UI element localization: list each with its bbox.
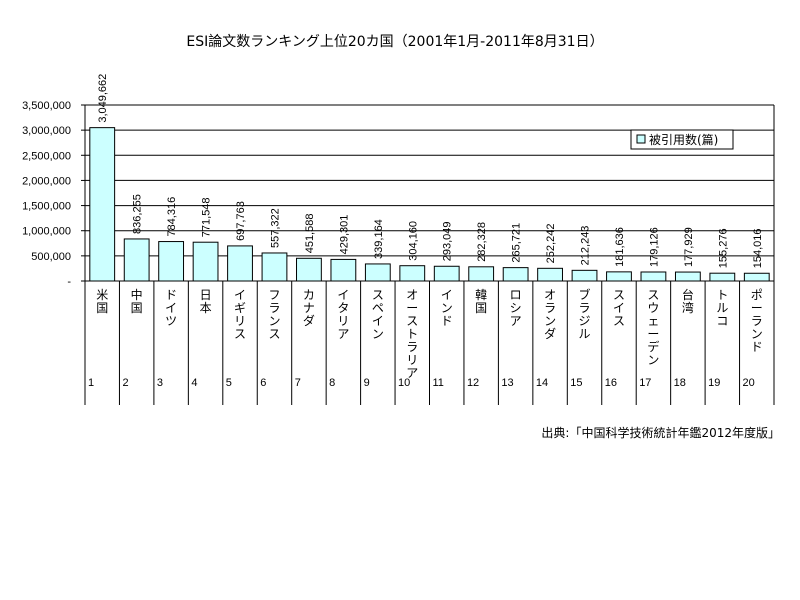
rank-label: 4 [191, 377, 197, 389]
bar [468, 266, 495, 282]
chart-title: ESI論文数ランキング上位20カ国（2001年1月-2011年8月31日） [186, 34, 603, 50]
category-label: スペイン [372, 288, 384, 341]
data-label: 557,322 [269, 208, 281, 248]
rank-label: 20 [743, 377, 755, 389]
y-tick-label: 3,500,000 [22, 100, 71, 112]
bar [261, 252, 288, 282]
data-label: 155,276 [717, 228, 729, 268]
data-label: 177,929 [683, 227, 695, 267]
data-label: 265,721 [511, 223, 523, 263]
data-label: 179,126 [648, 227, 660, 267]
legend-box [630, 129, 734, 150]
rank-label: 18 [674, 377, 686, 389]
y-tick-label: 1,000,000 [22, 226, 71, 238]
bar [674, 271, 701, 282]
bar [537, 267, 563, 282]
category-label: カナダ [303, 288, 315, 328]
legend-entry: 被引用数(篇) [649, 132, 718, 147]
rank-label: 10 [398, 377, 410, 389]
category-label: オーストラリア [406, 288, 418, 380]
bar [399, 265, 426, 282]
rank-label: 12 [467, 377, 479, 389]
bar [123, 238, 150, 282]
data-label: 304,160 [407, 221, 419, 261]
data-label: 429,301 [338, 215, 350, 255]
bar [89, 127, 116, 282]
category-label: スイス [613, 288, 625, 328]
rank-label: 15 [570, 377, 582, 389]
category-label: イギリス [234, 288, 246, 341]
category-label: 台湾 [682, 287, 694, 315]
y-tick-label: 500,000 [31, 251, 71, 263]
bar [743, 272, 770, 282]
data-label: 252,242 [545, 224, 557, 264]
rank-label: 19 [708, 377, 720, 389]
y-tick-label: 2,500,000 [22, 150, 71, 162]
data-label: 697,763 [235, 201, 247, 241]
source-note: 出典:「中国科学技術統計年鑑2012年度版」 [541, 425, 780, 440]
bar-layer [89, 127, 770, 282]
category-label: インド [441, 288, 453, 328]
rank-label: 1 [88, 377, 94, 389]
data-label: 339,164 [373, 219, 385, 259]
category-label: オランダ [544, 288, 556, 341]
bar [192, 241, 219, 282]
category-label: イタリア [337, 288, 349, 341]
bar [158, 241, 185, 282]
data-label: 836,255 [132, 194, 144, 234]
category-label: 韓国 [475, 288, 487, 315]
label-layer: 3,049,662 米国 1 836,255 中国 2 784,316 ドイツ 3 771,548… [88, 74, 764, 389]
category-label: トルコ [716, 288, 728, 328]
rank-label: 5 [226, 377, 232, 389]
bar [502, 267, 529, 282]
y-tick-label: 3,000,000 [22, 125, 71, 137]
y-tick-label: 2,000,000 [22, 175, 71, 187]
rank-label: 16 [605, 377, 617, 389]
category-label: スウェーデン [647, 288, 659, 367]
category-label: ロシア [510, 288, 522, 328]
category-label: 米国 [96, 288, 108, 315]
bar [606, 271, 632, 282]
data-label: 771,548 [201, 197, 213, 237]
bar [571, 269, 598, 282]
bar [227, 245, 253, 282]
category-label: ブラジル [579, 287, 591, 341]
rank-label: 3 [157, 377, 163, 389]
rank-label: 9 [364, 377, 370, 389]
data-label: 181,636 [614, 227, 626, 267]
y-tick-label: 1,500,000 [22, 201, 71, 213]
data-label: 293,049 [442, 221, 454, 261]
data-label: 3,049,662 [97, 74, 109, 123]
axis-layer: - 500,000 1,000,000 1,500,000 2,000,000 2,500… [22, 100, 775, 405]
bar [640, 271, 667, 282]
y-tick-label: - [67, 276, 71, 288]
bar [709, 272, 736, 282]
legend-swatch [636, 134, 646, 144]
data-label: 282,328 [476, 222, 488, 262]
rank-label: 17 [639, 377, 651, 389]
category-label: ドイツ [165, 288, 177, 328]
bar [296, 257, 322, 282]
data-label: 451,588 [304, 214, 316, 254]
bar [433, 265, 460, 282]
rank-label: 13 [501, 377, 513, 389]
category-label: 日本 [200, 288, 212, 315]
rank-label: 2 [122, 377, 128, 389]
category-label: ポーランド [751, 288, 763, 354]
legend: 被引用数(篇) [630, 129, 734, 150]
data-label: 154,016 [752, 228, 764, 268]
rank-label: 11 [433, 377, 444, 389]
category-label: フランス [268, 288, 280, 341]
rank-label: 8 [329, 377, 335, 389]
rank-label: 14 [536, 377, 548, 389]
rank-label: 7 [295, 377, 301, 389]
category-label: 中国 [131, 287, 143, 315]
bar [364, 263, 391, 282]
bar [330, 258, 357, 282]
data-label: 784,316 [166, 197, 178, 237]
grid-layer [85, 104, 774, 257]
data-label: 212,243 [580, 226, 592, 266]
rank-label: 6 [260, 377, 266, 389]
